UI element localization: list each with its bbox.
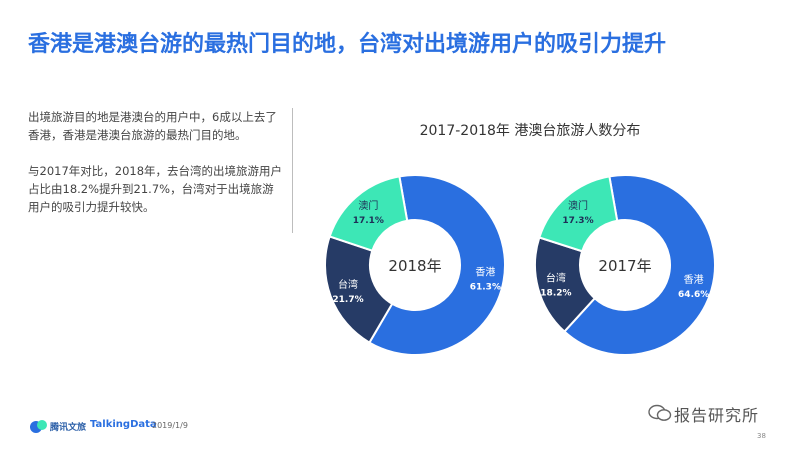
slice-label-taiwan: 台湾 <box>546 271 566 284</box>
description-paragraph-2: 与2017年对比，2018年，去台湾的出境旅游用户占比由18.2%提升到21.7… <box>28 164 283 214</box>
page-title: 香港是港澳台游的最热门目的地，台湾对出境游用户的吸引力提升 <box>28 32 667 57</box>
page-number: 38 <box>757 432 766 440</box>
slice-value-macau: 17.3% <box>562 216 593 226</box>
slice-macau-2018年 <box>328 175 409 252</box>
wechat-icon <box>648 404 672 421</box>
report-date: 2019/1/9 <box>152 421 188 430</box>
tencent-culture-logo-text: 腾讯文旅 <box>50 423 87 433</box>
donut-center-label: 2018年 <box>388 257 441 275</box>
slice-value-taiwan: 18.2% <box>540 288 571 298</box>
donut-center-label: 2017年 <box>598 257 651 275</box>
tencent-culture-logo-icon <box>30 420 47 433</box>
slice-label-macau: 澳门 <box>568 199 588 212</box>
slice-value-macau: 17.1% <box>353 216 384 226</box>
slice-value-taiwan: 21.7% <box>332 295 363 305</box>
slice-label-taiwan: 台湾 <box>338 278 358 291</box>
vertical-divider <box>292 108 293 233</box>
slice-label-hong-kong: 香港 <box>684 274 704 286</box>
talkingdata-logo: TalkingData <box>90 419 157 430</box>
slice-label-hong-kong: 香港 <box>475 267 495 279</box>
watermark-text: 报告研究所 <box>674 406 760 425</box>
description-text: 出境旅游目的地是港澳台的用户中，6成以上去了香港，香港是港澳台旅游的最热门目的地… <box>28 108 283 234</box>
description-paragraph-1: 出境旅游目的地是港澳台的用户中，6成以上去了香港，香港是港澳台旅游的最热门目的地… <box>28 110 277 142</box>
slice-value-hong-kong: 61.3% <box>470 283 501 293</box>
slice-hong-kong-2018年 <box>368 174 506 356</box>
slice-label-macau: 澳门 <box>358 199 378 212</box>
slice-hong-kong-2017年 <box>562 174 716 356</box>
slice-taiwan-2018年 <box>324 235 394 344</box>
slice-value-hong-kong: 64.6% <box>678 290 709 300</box>
chart-title: 2017-2018年 港澳台旅游人数分布 <box>419 123 641 139</box>
slice-macau-2017年 <box>538 175 619 253</box>
